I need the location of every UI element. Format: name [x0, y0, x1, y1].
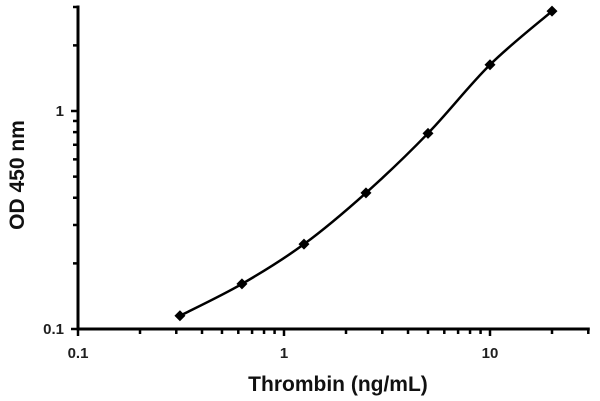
diamond-marker-icon	[174, 310, 186, 322]
data-markers	[174, 5, 558, 322]
fit-curve	[179, 10, 553, 317]
x-tick-label: 1	[280, 345, 288, 362]
major-ticks	[71, 109, 492, 336]
x-tick-labels: 0.1 1 10	[68, 345, 499, 362]
x-tick-label: 0.1	[68, 345, 89, 362]
diamond-marker-icon	[360, 187, 372, 199]
diamond-marker-icon	[484, 59, 496, 71]
y-tick-label: 0.1	[43, 321, 64, 338]
y-tick-label: 1	[56, 103, 64, 120]
y-axis-title: OD 450 nm	[6, 120, 29, 230]
diamond-marker-icon	[236, 278, 248, 290]
minor-ticks	[73, 5, 590, 334]
x-axis-title: Thrombin (ng/mL)	[248, 373, 428, 396]
diamond-marker-icon	[298, 238, 310, 250]
diamond-marker-icon	[546, 5, 558, 17]
x-tick-label: 10	[482, 345, 499, 362]
y-tick-labels: 0.11	[43, 103, 64, 338]
diamond-marker-icon	[422, 127, 434, 139]
